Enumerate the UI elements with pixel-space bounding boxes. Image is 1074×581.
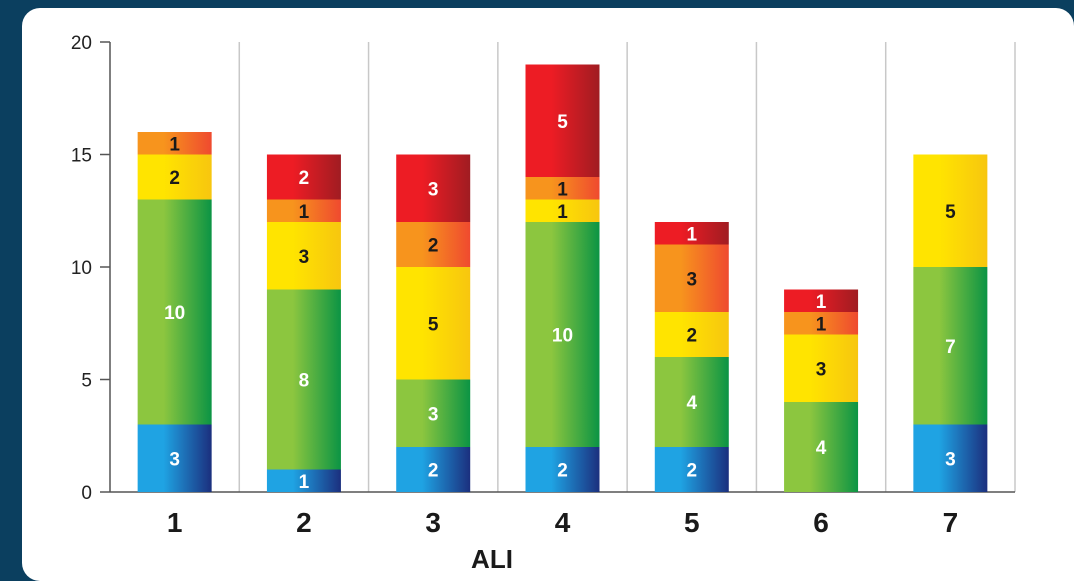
bar-segment-blue [137,424,212,492]
bar-segment-red [266,154,341,200]
x-tick-label: 5 [684,507,700,538]
x-tick-label: 7 [943,507,959,538]
bar-value-label: 4 [686,393,697,414]
bar-value-label: 1 [816,292,827,313]
grid-separators [238,42,1016,492]
x-tick-label: 3 [425,507,441,538]
bar-value-label: 3 [428,179,439,200]
bar-value-label: 3 [169,449,180,470]
bar-segment-yellow [784,334,859,402]
bar-segment-blue [266,469,341,492]
bar-value-label: 2 [686,326,697,347]
bar-value-label: 5 [428,314,439,335]
y-tick-label: 15 [71,146,92,167]
y-tick-label: 10 [71,258,92,279]
bar-segment-yellow [396,267,471,380]
x-tick-labels: 1 2 3 4 5 6 7 [167,507,958,538]
bar-value-label: 1 [816,314,827,335]
bar-segment-yellow [266,222,341,290]
bar-segment-blue [913,424,988,492]
bar-segment-yellow [654,312,729,357]
bar-segment-green [137,199,212,425]
bar-segment-blue [654,447,729,492]
x-tick-label: 4 [555,507,571,538]
bar-segment-orange [525,177,600,200]
bar-segment-orange [784,312,859,335]
y-tick-label: 20 [71,33,92,54]
bar-value-label: 2 [557,461,568,482]
y-tick-label: 5 [81,371,92,392]
bar-segment-orange [654,244,729,312]
bar-value-label: 1 [169,134,180,155]
bar-segment-red [654,222,729,245]
x-axis-title: ALI [471,544,513,574]
y-tick-label: 0 [81,483,92,504]
bar-value-label: 2 [428,236,439,257]
bar-segment-green [266,289,341,470]
bar-segment-green [525,222,600,447]
bar-segment-green [396,379,471,447]
bar-value-label: 2 [686,461,697,482]
x-tick-label: 6 [813,507,829,538]
bar-segment-green [784,402,859,492]
bar-value-label: 2 [169,168,180,189]
bar-segment-orange [396,222,471,267]
bar-value-label: 1 [557,202,568,223]
bar-segment-orange [137,132,212,155]
bar-segment-yellow [913,154,988,267]
bar-value-label: 5 [945,202,956,223]
bar-value-label: 1 [299,202,310,223]
bar-value-label: 1 [557,179,568,200]
bar-segment-red [396,154,471,222]
bar-segment-green [654,357,729,447]
x-tick-label: 1 [167,507,183,538]
bar-value-label: 1 [686,224,697,245]
bar-value-label: 1 [299,472,310,493]
bar-segment-blue [525,447,600,492]
bar-segment-yellow [137,154,212,200]
bar-value-label: 7 [945,337,956,358]
bar-value-label: 4 [816,438,827,459]
y-tick-labels: 0 5 10 15 20 [71,33,110,504]
bar-value-label: 3 [816,359,827,380]
bar-segment-orange [266,199,341,222]
bar-value-label: 3 [686,269,697,290]
x-tick-label: 2 [296,507,312,538]
bar-value-label: 5 [557,112,568,133]
bar-value-label: 10 [552,326,573,347]
bar-value-label: 2 [428,461,439,482]
bar-segment-red [525,64,600,177]
bar-value-label: 3 [428,404,439,425]
bar-value-label: 2 [299,168,310,189]
bar-value-label: 10 [164,303,185,324]
bar-segment-blue [396,447,471,492]
bar-segment-red [784,289,859,312]
bar-value-label: 8 [299,371,310,392]
bar-value-label: 3 [945,449,956,470]
bar-segment-yellow [525,199,600,222]
bar-segment-green [913,267,988,425]
bar-value-label: 3 [299,247,310,268]
